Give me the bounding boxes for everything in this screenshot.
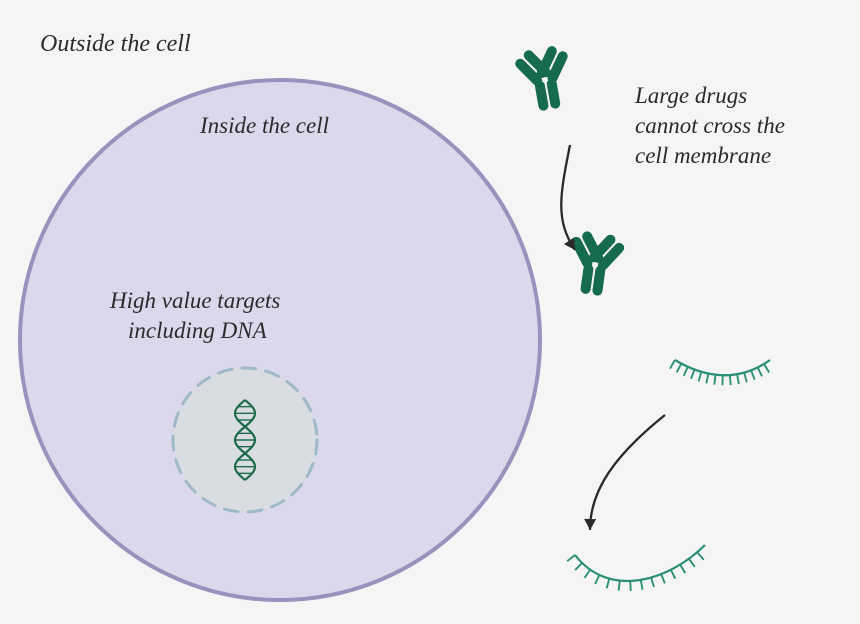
label-drugs-line2: cannot cross the: [635, 110, 785, 141]
label-targets-line1: High value targets: [110, 285, 280, 316]
label-drugs-line3: cell membrane: [635, 140, 771, 171]
label-inside-cell: Inside the cell: [200, 110, 329, 141]
label-outside-cell: Outside the cell: [40, 28, 191, 60]
rna-icon: [670, 360, 770, 385]
arrow-icon: [584, 415, 665, 530]
rna-icon: [567, 545, 705, 591]
label-drugs-line1: Large drugs: [635, 80, 747, 111]
antibody-icon: [563, 227, 628, 298]
label-targets-line2: including DNA: [128, 315, 267, 346]
cell-membrane: [20, 80, 540, 600]
antibody-icon: [511, 41, 578, 114]
